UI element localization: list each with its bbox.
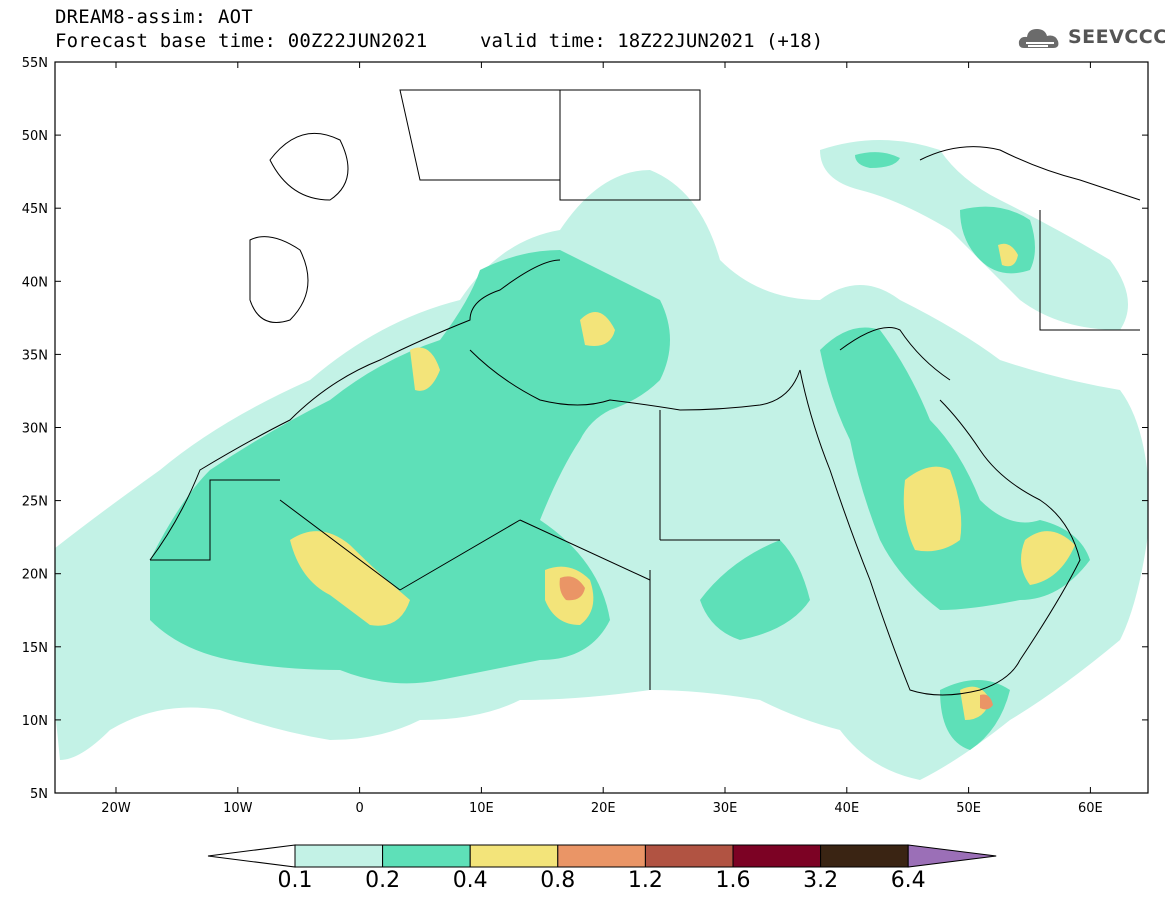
lon-label: 20E — [591, 801, 616, 816]
aot-zone-peak — [980, 694, 993, 710]
map-title: DREAM8-assim: AOT — [55, 6, 253, 28]
lat-label: 30N — [22, 422, 48, 437]
aot-zone-high — [1021, 531, 1075, 585]
colorbar-swatch — [820, 844, 909, 868]
lon-label: 40E — [834, 801, 859, 816]
aot-zone-high — [410, 347, 440, 391]
lat-label: 5N — [30, 787, 48, 802]
aot-zone-high — [290, 531, 410, 626]
colorbar-label: 0.4 — [452, 868, 488, 893]
colorbar-swatch — [644, 844, 734, 868]
aot-zone-mid — [855, 152, 900, 168]
colorbar-swatch — [557, 844, 646, 868]
lat-label: 20N — [22, 568, 48, 583]
colorbar-label: 0.1 — [277, 868, 313, 893]
seevccc-logo: SEEVCCC — [1018, 24, 1165, 54]
lat-label: 55N — [22, 56, 48, 71]
lon-label: 20W — [101, 801, 131, 816]
colorbar-under-arrow — [207, 844, 296, 868]
aot-zone-high — [903, 466, 962, 552]
cloud-icon — [1018, 29, 1059, 48]
lat-label: 35N — [22, 348, 48, 363]
aot-zone-peak — [559, 576, 585, 601]
aot-zone-mid — [820, 327, 1090, 610]
colorbar-swatch — [382, 844, 471, 868]
aot-zone-mid — [700, 540, 810, 640]
colorbar-label: 0.2 — [365, 868, 401, 893]
colorbar-label: 1.2 — [627, 868, 663, 893]
coastlines — [149, 89, 1141, 696]
aot-field — [55, 140, 1148, 780]
lat-label: 15N — [22, 641, 48, 656]
aot-zone-mid — [150, 250, 670, 684]
colorbar-label: 3.2 — [803, 868, 839, 893]
colorbar-swatch — [732, 844, 822, 868]
colorbar-label: 0.8 — [540, 868, 576, 893]
lat-label: 45N — [22, 202, 48, 217]
aot-zone-high — [998, 243, 1018, 267]
latitude-axis: 55N 50N 45N 40N 35N 30N 25N 20N 15N 10N 5N — [22, 56, 1148, 802]
colorbar-label: 6.4 — [890, 868, 926, 893]
colorbar-swatch — [294, 844, 384, 868]
lat-label: 10N — [22, 714, 48, 729]
lon-label: 0 — [355, 801, 363, 816]
lon-label: 60E — [1078, 801, 1103, 816]
lon-label: 50E — [956, 801, 981, 816]
lon-label: 10W — [223, 801, 253, 816]
longitude-axis: 20W 10W 0 10E 20E 30E 40E 50E 60E — [101, 62, 1103, 816]
logo-text: SEEVCCC — [1068, 26, 1165, 48]
lon-label: 10E — [469, 801, 494, 816]
lat-label: 25N — [22, 495, 48, 510]
lat-label: 40N — [22, 275, 48, 290]
aot-zone-high — [580, 312, 615, 346]
forecast-base-time: Forecast base time: 00Z22JUN2021 — [55, 30, 428, 52]
colorbar-label: 1.6 — [715, 868, 751, 893]
lon-label: 30E — [713, 801, 738, 816]
lat-label: 50N — [22, 129, 48, 144]
valid-time: valid time: 18Z22JUN2021 (+18) — [480, 30, 824, 52]
colorbar-swatch — [469, 844, 559, 868]
colorbar-over-arrow — [907, 844, 997, 868]
